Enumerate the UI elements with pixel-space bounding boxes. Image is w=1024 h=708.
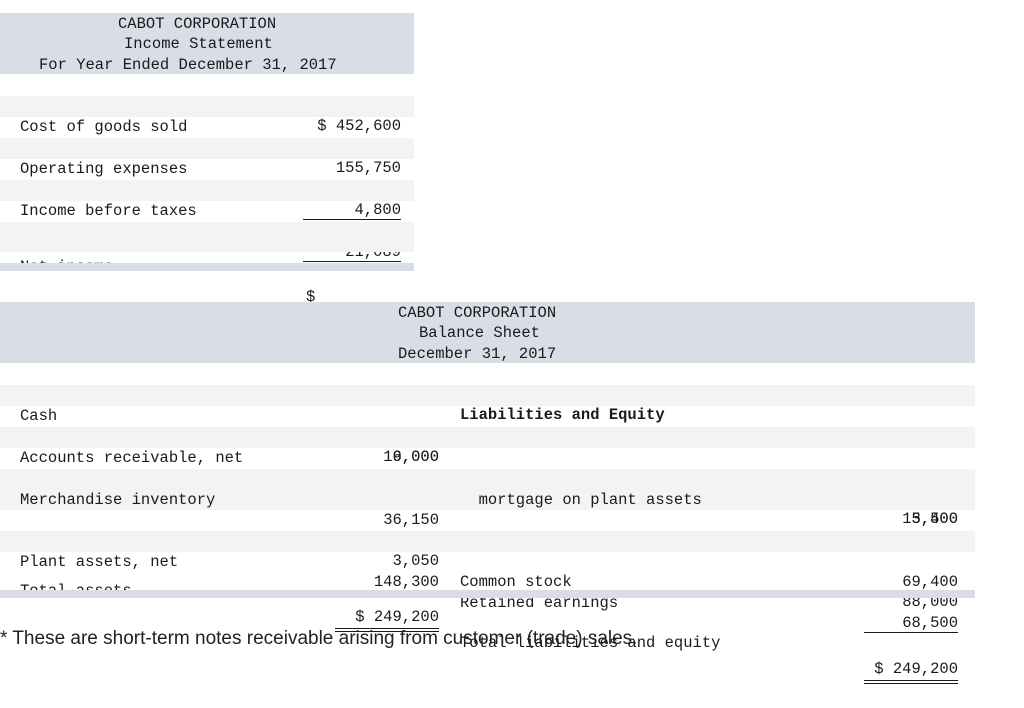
asset-value: 36,150 (383, 511, 439, 530)
liability-value: 15,500 (902, 509, 958, 528)
liabilities-heading: Liabilities and Equity (460, 406, 665, 425)
balance-date: December 31, 2017 (398, 345, 557, 363)
income-statement-header (0, 13, 414, 74)
asset-value: 16,000 (383, 447, 439, 466)
row-value: 155,750 (335, 159, 401, 178)
balance-row: Cash $ 16,000 Accounts payable $ 15,500 (0, 385, 975, 528)
income-row-net-income: Net income $ 31,261 (0, 222, 414, 343)
currency-symbol: $ (306, 288, 316, 306)
income-statement: CABOT CORPORATION Income Statement For Y… (0, 13, 414, 343)
balance-row: Short-term investments 9,000 Accrued wag… (0, 406, 975, 508)
income-row-sales: Sales $ 452,600 (0, 75, 414, 136)
balance-row: Notes receivable (trade)* 6,500 (0, 448, 975, 509)
balance-headings-row: Assets Liabilities and Equity (0, 364, 975, 425)
row-value: $ 452,600 (317, 117, 401, 136)
total-liabilities-label: Total liabilities and equity (460, 634, 721, 652)
balance-company-title: CABOT CORPORATION (398, 304, 557, 322)
income-bottom-band (0, 263, 414, 271)
income-row-cogs: Cost of goods sold 296,850 (0, 96, 414, 158)
liability-value: 69,400 (902, 572, 958, 591)
liability-label: Common stock (460, 572, 572, 591)
footnote: * These are short-term notes receivable … (0, 628, 638, 649)
liability-label: Retained earnings (460, 593, 619, 612)
balance-sheet-header (0, 302, 975, 363)
balance-row: Merchandise inventory 36,150 Long-term n… (0, 469, 975, 591)
row-label: Operating expenses (20, 159, 188, 178)
income-company-title: CABOT CORPORATION (118, 15, 277, 33)
balance-sheet-subtitle: Balance Sheet (419, 324, 540, 342)
asset-label: Accounts receivable, net (20, 448, 244, 467)
liability-value: 3,400 (911, 510, 958, 529)
balance-row: Plant assets, net 148,300 Retained earni… (0, 531, 975, 634)
balance-sheet: CABOT CORPORATION Balance Sheet December… (0, 302, 975, 684)
total-assets-value: $ 249,200 (335, 604, 439, 632)
income-row-interest: Interest expense 4,800 (0, 159, 414, 221)
asset-label: Merchandise inventory (20, 490, 216, 509)
liability-value: 68,500 (864, 613, 958, 634)
income-row-opex: Operating expenses 98,600 (0, 138, 414, 198)
total-liabilities-value: $ 249,200 (864, 656, 958, 684)
income-period: For Year Ended December 31, 2017 (39, 56, 337, 74)
income-row-taxes: Income taxes 21,089 (0, 201, 414, 263)
asset-value: 9,000 (392, 448, 439, 467)
balance-row: Accounts receivable, net 30,200 Income t… (0, 427, 975, 528)
income-row-before-taxes: Income before taxes 52,350 (0, 180, 414, 240)
balance-totals-row: Total assets $ 249,200 Total liabilities… (0, 552, 975, 684)
income-row-gross-profit: Gross profit 155,750 (0, 117, 414, 178)
liability-label-continued: mortgage on plant assets (460, 490, 702, 509)
balance-bottom-band (0, 590, 975, 598)
row-label: Income before taxes (20, 201, 197, 220)
row-value: 4,800 (303, 200, 401, 221)
asset-value: 3,050 (392, 552, 439, 571)
asset-label: Plant assets, net (20, 552, 179, 571)
balance-row: Prepaid expenses 3,050 Common stock 88,0… (0, 510, 975, 612)
row-label: Cost of goods sold (20, 117, 188, 136)
income-statement-subtitle: Income Statement (124, 35, 273, 53)
asset-label: Cash (20, 406, 58, 425)
